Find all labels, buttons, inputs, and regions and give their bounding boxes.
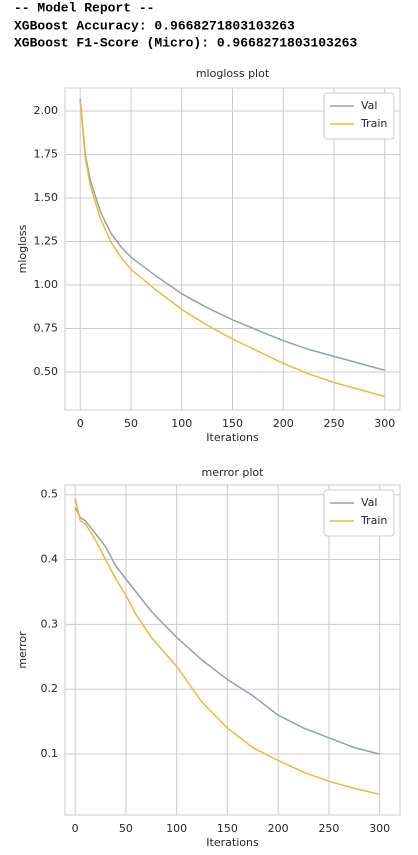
series-line <box>74 497 380 796</box>
x-tick-label: 300 <box>369 822 390 835</box>
x-tick-label: 300 <box>374 417 395 430</box>
y-tick-label: 0.50 <box>34 365 59 378</box>
legend-box <box>323 489 395 537</box>
x-tick-label: 250 <box>318 822 339 835</box>
y-tick-label: 0.2 <box>41 682 59 695</box>
y-tick-label: 2.00 <box>34 104 59 117</box>
plot-area <box>64 484 401 816</box>
x-tick-label: 100 <box>171 417 192 430</box>
y-tick-label: 0.5 <box>41 488 59 501</box>
legend-label: Train <box>360 514 387 527</box>
series-line <box>74 507 380 755</box>
x-axis-label: Iterations <box>206 431 259 444</box>
y-axis-label: mlogloss <box>16 224 29 273</box>
x-tick-label: 250 <box>324 417 345 430</box>
x-tick-label: 50 <box>124 417 138 430</box>
legend-box <box>323 92 395 140</box>
x-tick-label: 50 <box>119 822 133 835</box>
x-tick-label: 200 <box>268 822 289 835</box>
y-tick-label: 1.75 <box>34 147 59 160</box>
series-line <box>79 100 385 398</box>
x-tick-label: 150 <box>222 417 243 430</box>
legend-label: Val <box>361 99 377 112</box>
y-axis-label: merror <box>16 631 29 669</box>
x-tick-label: 0 <box>72 822 79 835</box>
y-tick-label: 1.25 <box>34 235 59 248</box>
y-tick-label: 0.1 <box>41 747 59 760</box>
y-tick-label: 1.00 <box>34 278 59 291</box>
series-line <box>79 98 385 372</box>
y-tick-label: 0.3 <box>41 617 59 630</box>
y-tick-label: 0.4 <box>41 553 59 566</box>
chart-title: mlogloss plot <box>196 67 270 80</box>
legend-label: Val <box>361 496 377 509</box>
x-tick-label: 200 <box>273 417 294 430</box>
report-line: XGBoost Accuracy: 0.9668271803103263 <box>14 18 295 33</box>
x-axis-label: Iterations <box>206 836 259 849</box>
x-tick-label: 100 <box>166 822 187 835</box>
report-line: XGBoost F1-Score (Micro): 0.966827180310… <box>14 35 357 50</box>
legend-label: Train <box>360 117 387 130</box>
x-tick-label: 150 <box>217 822 238 835</box>
chart-title: merror plot <box>202 466 265 479</box>
y-tick-label: 1.50 <box>34 191 59 204</box>
y-tick-label: 0.75 <box>34 322 59 335</box>
x-tick-label: 0 <box>77 417 84 430</box>
report-line: -- Model Report -- <box>14 0 154 15</box>
